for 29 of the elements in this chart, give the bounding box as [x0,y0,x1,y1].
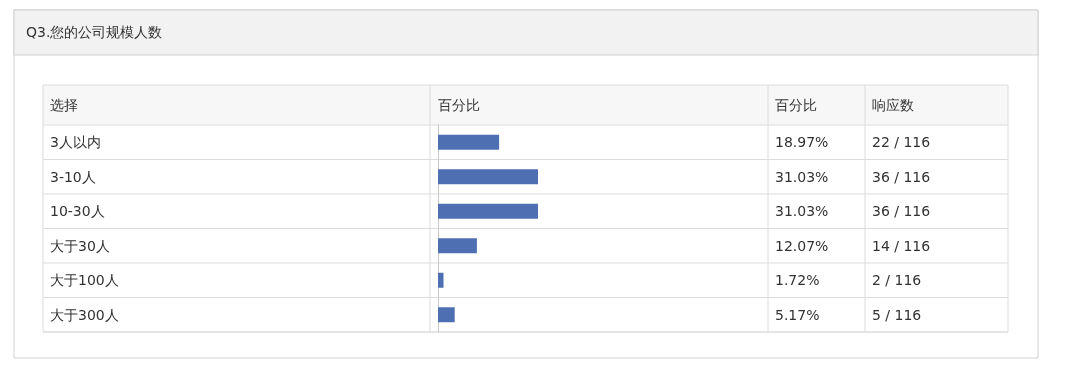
y-tick-label: 大于100人 [50,272,119,289]
text: 1.72% [775,272,820,289]
bar [438,272,444,288]
text: 响应数 [872,97,914,113]
bar [438,203,538,219]
y-tick-label: 10-30人 [50,203,105,220]
bar [438,238,477,254]
y-axis-title: 选择 [50,97,78,113]
text: 14 / 116 [872,237,931,254]
text: Q3.您的公司规模人数 [26,24,163,40]
text: 22 / 116 [872,134,931,151]
text: 12.07% [775,237,829,254]
y-tick-label: 3-10人 [50,168,96,185]
text: 5.17% [775,306,820,323]
text: 36 / 116 [872,168,931,185]
text: 31.03% [775,203,829,220]
x-axis-title: 百分比 [438,97,480,113]
text: 5 / 116 [872,306,922,323]
bar [438,134,500,150]
y-tick-label: 3人以内 [50,134,101,151]
bar [438,169,538,185]
text: 18.97% [775,134,829,151]
y-tick-label: 大于300人 [50,306,119,323]
text: 36 / 116 [872,203,931,220]
text: 百分比 [775,97,817,113]
bar [438,307,455,323]
text: 31.03% [775,168,829,185]
y-tick-label: 大于30人 [50,237,110,254]
text: 2 / 116 [872,272,922,289]
